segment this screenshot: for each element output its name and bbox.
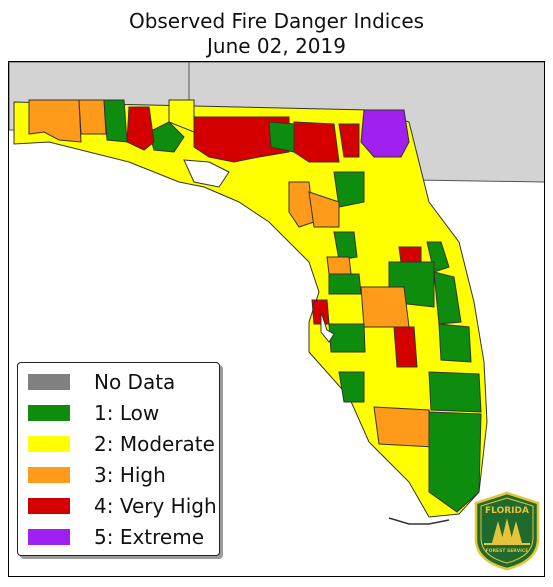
legend-label-high: 3: High [94, 463, 166, 487]
county-high-citrus [326, 256, 352, 275]
legend-label-low: 1: Low [94, 401, 160, 425]
county-veryhigh-columbia [293, 121, 340, 163]
county-low-alachua [333, 171, 365, 208]
legend-label-extreme: 5: Extreme [94, 525, 205, 549]
county-high-dixie [288, 181, 315, 228]
county-low-bay [148, 121, 185, 153]
legend-label-no-data: No Data [94, 370, 176, 394]
county-high-levy [308, 191, 340, 228]
pine-trees-icon [484, 518, 530, 545]
county-veryhigh-bigbend [193, 116, 290, 163]
legend-item-extreme: 5: Extreme [28, 525, 204, 549]
county-low-manatee [328, 323, 366, 353]
county-low-walton [103, 99, 128, 143]
florida-forest-service-logo: FLORIDA FOREST SERVICE [472, 491, 542, 571]
logo-bottom-text: FOREST SERVICE [486, 548, 529, 554]
shield-icon: FLORIDA FOREST SERVICE [474, 491, 540, 571]
legend-swatch-no-data [28, 374, 70, 390]
legend-item-moderate: 2: Moderate [28, 432, 215, 456]
legend-swatch-low [28, 405, 70, 421]
florida-map [9, 62, 544, 525]
county-veryhigh-seminole [398, 246, 422, 263]
legend-swatch-moderate [28, 436, 70, 452]
legend-item-low: 1: Low [28, 401, 159, 425]
legend-swatch-high [28, 467, 70, 483]
county-low-stlucie [438, 323, 472, 363]
legend-item-no-data: No Data [28, 370, 175, 394]
logo-top-text: FLORIDA [485, 506, 529, 516]
county-extreme-nassau-duval [360, 109, 410, 158]
legend-label-very-high: 4: Very High [94, 494, 217, 518]
county-low-broward-dade [428, 411, 482, 513]
county-veryhigh-highlands [393, 326, 418, 368]
legend-item-high: 3: High [28, 463, 166, 487]
county-veryhigh-washington [126, 106, 155, 151]
tampa-bay-cutout [320, 311, 335, 343]
county-high-polk [360, 286, 410, 328]
county-high-collier [373, 406, 435, 448]
county-low-brevard [433, 271, 462, 325]
gulf-bay-cutout [183, 159, 230, 188]
county-moderate-calhoun [168, 99, 195, 133]
county-low-madison [268, 121, 295, 153]
map-title: Observed Fire Danger Indices [128, 9, 425, 33]
map-date: June 02, 2019 [207, 34, 346, 58]
florida-keys [388, 517, 450, 525]
county-low-palmbeach [428, 371, 482, 413]
county-low-lee [338, 371, 365, 403]
legend-label-moderate: 2: Moderate [94, 432, 215, 456]
map-legend: No Data 1: Low 2: Moderate 3: High 4: Ve… [17, 362, 220, 556]
county-veryhigh-baker [338, 123, 360, 158]
county-low-marion [333, 231, 358, 261]
county-low-hernando [328, 273, 362, 295]
county-high-okaloosa [78, 99, 107, 135]
legend-swatch-extreme [28, 529, 70, 545]
legend-item-very-high: 4: Very High [28, 494, 217, 518]
legend-swatch-very-high [28, 498, 70, 514]
